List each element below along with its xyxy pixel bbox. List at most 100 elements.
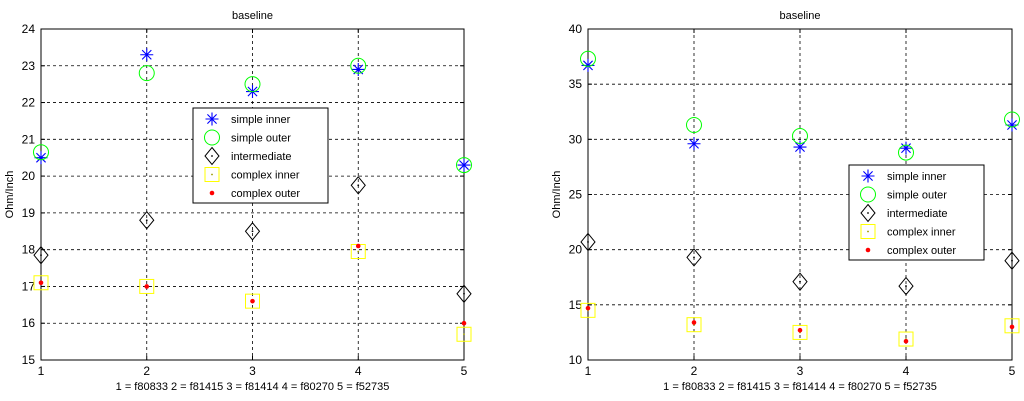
chart2-point-complex-outer [585,305,591,311]
chart1-y-tick-label: 19 [22,206,36,220]
chart2-y-axis-label: Ohm/Inch [551,171,563,219]
chart1-y-tick-label: 20 [22,169,36,183]
chart2-series-intermediate [580,232,1020,296]
chart2-grid [588,29,1012,360]
chart1-point-simple-inner [140,48,154,62]
chart2-series-simple-outer [580,50,1020,161]
chart2-point-complex-outer [691,320,697,325]
chart1-legend-marker-intermediate-shape [204,146,220,166]
chart2-y-tick-label: 20 [569,243,583,257]
chart1-title: baseline [232,10,273,22]
chart2-legend-marker-intermediate-center-dot [867,212,869,214]
chart2-point-intermediate [580,232,596,252]
chart1-x-tick-label: 2 [143,364,150,378]
chart1-legend: simple inner simple outer intermediate comp… [192,107,329,204]
chart1-legend-box [192,107,329,204]
chart1-point-simple-inner [34,151,48,165]
chart1-point-intermediate-center-dot [40,254,42,257]
chart1-point-simple-outer [33,144,49,161]
chart2-point-intermediate-shape [792,272,808,291]
chart1-point-intermediate-center-dot [357,184,360,187]
chart2-legend-label-complex-inner: complex inner [887,227,956,239]
chart1-legend-marker-intermediate-center-dot [211,155,213,157]
chart2-point-simple-inner [581,58,595,72]
chart2-x-axis-label: 1 = f80833 2 = f81415 3 = f81414 4 = f80… [663,381,937,393]
chart2-point-simple-outer [580,50,596,67]
chart2-x-tick-label: 5 [1009,364,1016,378]
chart2-point-intermediate-center-dot [905,285,907,287]
chart2-point-complex-inner-shape [580,302,596,318]
chart2-point-simple-inner [687,137,701,151]
chart1-series-intermediate [33,176,472,304]
chart2-y-tick-label: 10 [569,353,583,367]
chart1-point-intermediate-shape [244,221,261,241]
chart1-point-intermediate-center-dot [145,219,148,222]
chart1-point-intermediate [456,284,472,304]
chart1-point-complex-inner-center-dot [357,250,360,253]
chart1-point-complex-inner-shape [139,278,155,294]
chart2-point-complex-inner-shape [792,324,808,340]
chart1-legend-label-complex-outer: complex outer [231,188,300,200]
chart2-legend-marker-complex-inner-center-dot [867,230,869,233]
chart1-series-complex-outer [38,243,467,326]
chart1-point-simple-inner [457,158,471,172]
chart2-legend-label-intermediate: intermediate [887,208,948,220]
chart1-point-intermediate-shape [139,210,155,230]
chart1-x-tick-label: 3 [249,364,256,378]
chart1-legend-marker-complex-inner-shape [204,167,220,182]
chart2-point-complex-inner-shape [1004,318,1020,334]
chart2-legend-marker-simple-outer [860,186,876,203]
chart1-point-simple-inner [351,62,365,76]
chart2-legend-marker-complex-outer [865,247,871,253]
chart1-y-tick-label: 17 [22,279,36,293]
chart1-y-tick-label: 18 [22,243,36,257]
chart2-x-tick-label: 2 [691,364,698,378]
chart1-point-complex-inner-shape [33,275,49,291]
chart2-legend-marker-complex-inner [860,224,876,239]
chart1-point-intermediate [350,176,366,195]
chart2-point-complex-outer [797,327,803,333]
chart2-point-intermediate-shape [898,276,914,296]
chart1-point-simple-outer [138,65,155,82]
chart2-point-simple-outer [898,144,914,161]
chart2-point-intermediate-center-dot [587,241,589,243]
chart2-point-intermediate-shape [686,248,702,267]
chart1-y-tick-label: 16 [22,316,36,330]
chart2-point-complex-inner-shape [686,317,702,333]
chart2-legend-label-simple-outer: simple outer [887,190,947,202]
chart2-point-intermediate-center-dot [1011,259,1013,262]
chart1-legend-marker-simple-inner [205,112,219,126]
chart1-legend-marker-complex-outer [209,190,215,196]
chart1-point-complex-inner-shape [245,293,260,309]
chart1-point-complex-inner-shape [456,326,472,342]
chart2-legend-label-complex-outer: complex outer [887,245,956,257]
chart1-point-intermediate [33,245,49,265]
chart1-point-intermediate-shape [456,284,472,304]
chart1-legend-marker-complex-inner-center-dot [211,173,213,176]
chart1-point-complex-inner-center-dot [463,333,465,336]
chart1-y-tick-label: 22 [22,96,36,110]
chart1-y-tick-label: 21 [22,132,36,146]
chart1-point-complex-outer [144,284,150,289]
chart1-series-simple-outer [33,57,472,174]
chart1-point-complex-outer [38,280,44,286]
chart1-x-tick-label: 5 [461,364,468,378]
chart2-point-complex-outer [1009,324,1015,330]
chart1-legend-label-simple-inner: simple inner [231,114,291,126]
chart1-y-tick-label: 15 [22,353,36,367]
chart1-y-axis-label: Ohm/Inch [4,171,16,219]
chart2-x-tick-label: 1 [585,364,592,378]
chart2-x-tick-label: 3 [797,364,804,378]
chart2-point-intermediate [792,272,808,291]
chart1-point-intermediate [139,210,155,230]
chart2-point-intermediate-shape [1004,251,1020,270]
chart2-point-intermediate-center-dot [799,280,801,283]
chart2-legend-marker-complex-inner-shape [860,224,876,239]
chart2-legend-label-simple-inner: simple inner [887,171,947,183]
chart1-point-intermediate-center-dot [463,292,465,295]
chart2-y-tick-label: 35 [569,77,583,91]
chart2-point-simple-outer [1004,111,1020,128]
chart2-point-simple-outer [792,128,808,145]
